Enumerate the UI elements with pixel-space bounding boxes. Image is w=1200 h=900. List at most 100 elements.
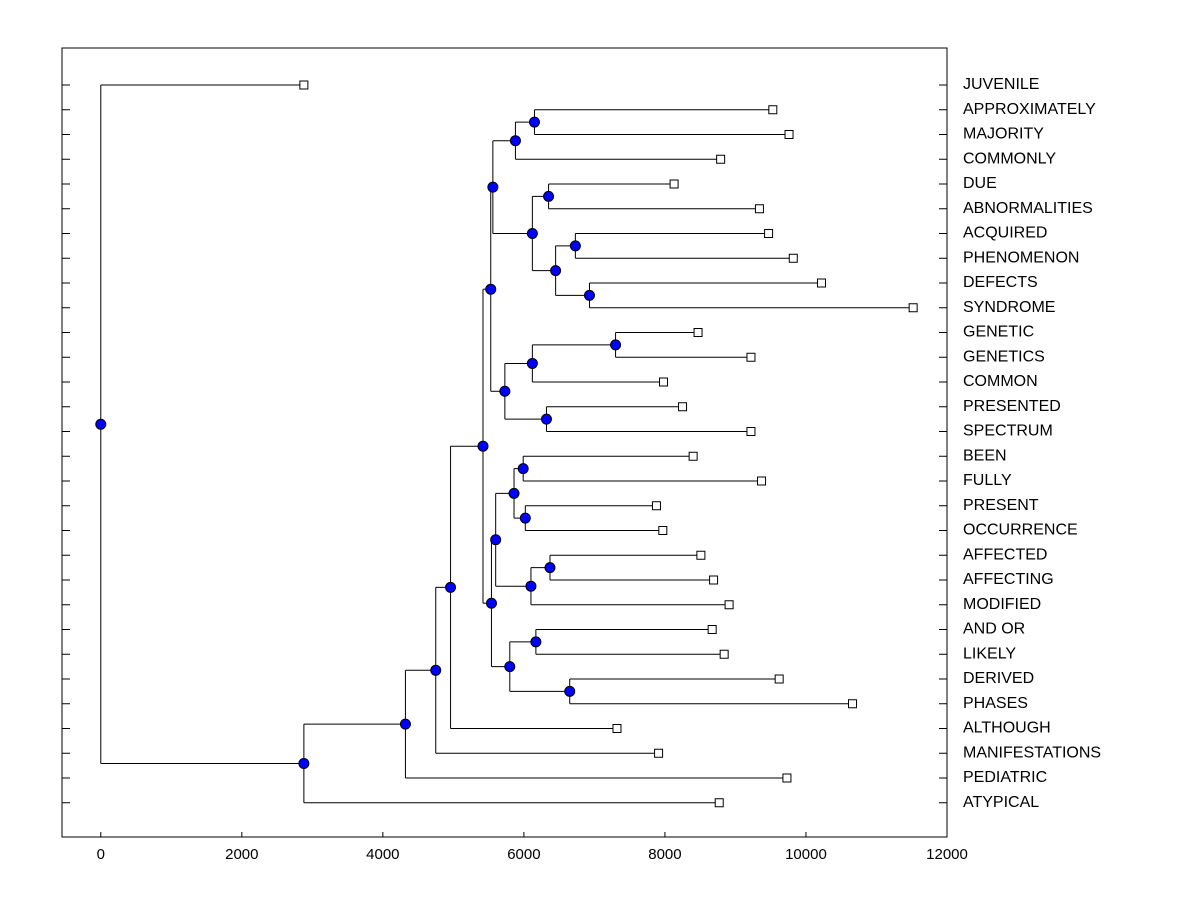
merge-node: [487, 181, 499, 193]
leaf-label: PRESENT: [963, 497, 1039, 514]
leaf-label: DUE: [963, 175, 997, 192]
leaf-label: GENETICS: [963, 348, 1045, 365]
leaf-marker: [693, 328, 703, 337]
leaf-label: DEFECTS: [963, 274, 1038, 291]
leaf-marker: [709, 575, 719, 585]
leaf-label: PHENOMENON: [963, 249, 1079, 266]
leaf-marker: [716, 154, 726, 164]
leaf-marker: [816, 278, 826, 288]
merge-node: [526, 357, 538, 369]
merge-node: [477, 440, 489, 452]
x-axis: 0 2000 4000 6000 8000 10000 12000: [97, 832, 968, 863]
merge-node: [526, 228, 538, 239]
leaf-marker: [724, 600, 734, 610]
x-tick-label: 4000: [366, 846, 399, 863]
leaf-marker: [754, 204, 764, 214]
leaf-label: ABNORMALITIES: [963, 200, 1093, 217]
leaf-marker: [782, 773, 792, 783]
leaf-label: MAJORITY: [963, 126, 1044, 143]
dendrogram-links: [100, 84, 914, 804]
merge-node: [543, 190, 555, 202]
leaf-marker: [788, 253, 798, 263]
merge-node: [490, 534, 502, 546]
leaf-label: SYNDROME: [963, 299, 1055, 316]
leaf-marker: [612, 724, 622, 733]
leaf-marker: [746, 352, 756, 362]
merge-node: [610, 339, 622, 351]
y-ticks-left: [62, 84, 70, 804]
merge-node: [564, 685, 576, 697]
leaf-label: COMMONLY: [963, 150, 1056, 167]
merge-node: [485, 597, 497, 609]
leaf-marker: [696, 550, 706, 560]
merge-node: [519, 512, 531, 524]
leaf-label: PRESENTED: [963, 398, 1061, 415]
merge-node: [528, 116, 540, 128]
leaf-marker: [299, 80, 309, 90]
leaf-marker: [774, 674, 784, 684]
leaf-marker: [659, 377, 669, 387]
leaf-label: AND OR: [963, 621, 1025, 638]
leaf-marker: [764, 229, 774, 238]
leaf-label: PHASES: [963, 695, 1028, 712]
x-tick-label: 12000: [926, 846, 968, 863]
leaf-label: PEDIATRIC: [963, 769, 1047, 786]
leaf-marker: [651, 501, 661, 511]
x-tick-label: 8000: [648, 846, 681, 863]
leaf-marker: [908, 303, 918, 313]
leaf-label: GENETIC: [963, 324, 1034, 341]
x-tick-label: 2000: [225, 846, 258, 863]
plot-frame: [61, 47, 948, 838]
leaf-marker: [746, 427, 756, 436]
merge-nodes: [95, 116, 622, 769]
leaf-marker: [707, 625, 717, 634]
merge-node: [430, 664, 442, 676]
leaf-marker: [678, 402, 688, 412]
leaf-label: DERIVED: [963, 670, 1034, 687]
leaf-marker: [658, 526, 668, 535]
x-tick-label: 10000: [785, 846, 827, 863]
leaf-label: APPROXIMATELY: [963, 101, 1096, 118]
leaf-label: COMMON: [963, 373, 1038, 390]
merge-node: [517, 463, 529, 475]
merge-node: [95, 418, 107, 430]
x-tick-label: 6000: [507, 846, 540, 863]
leaf-label: BEEN: [963, 447, 1007, 464]
leaf-label: AFFECTED: [963, 546, 1047, 563]
leaf-label: MANIFESTATIONS: [963, 744, 1101, 761]
leaf-labels: JUVENILE APPROXIMATELY MAJORITY COMMONLY DUE…: [963, 76, 1101, 811]
leaf-label: MODIFIED: [963, 596, 1041, 613]
leaf-label: ACQUIRED: [963, 225, 1047, 242]
y-ticks-right: [939, 84, 947, 804]
merge-node: [509, 135, 521, 147]
leaf-label: OCCURRENCE: [963, 522, 1078, 539]
leaf-marker: [848, 699, 858, 709]
merge-node: [445, 581, 457, 593]
merge-node: [399, 718, 411, 730]
leaf-label: SPECTRUM: [963, 423, 1053, 440]
leaf-marker: [757, 476, 767, 486]
merge-node: [550, 265, 562, 277]
merge-node: [499, 385, 511, 397]
leaf-marker: [714, 798, 724, 808]
leaf-label: LIKELY: [963, 645, 1016, 662]
merge-node: [485, 283, 497, 295]
leaf-label: JUVENILE: [963, 76, 1039, 93]
leaf-marker: [768, 105, 778, 115]
leaf-marker: [669, 179, 679, 189]
leaf-label: AFFECTING: [963, 571, 1054, 588]
leaf-label: ALTHOUGH: [963, 720, 1051, 737]
merge-node: [504, 661, 516, 673]
leaf-marker: [654, 748, 664, 758]
merge-node: [544, 562, 556, 574]
merge-node: [583, 289, 595, 301]
x-tick-label: 0: [97, 846, 105, 863]
leaf-label: ATYPICAL: [963, 794, 1039, 811]
merge-node: [525, 580, 537, 592]
leaf-markers: [299, 80, 918, 808]
merge-node: [569, 240, 581, 252]
leaf-marker: [784, 130, 794, 139]
merge-node: [540, 413, 552, 425]
merge-node: [530, 636, 542, 648]
